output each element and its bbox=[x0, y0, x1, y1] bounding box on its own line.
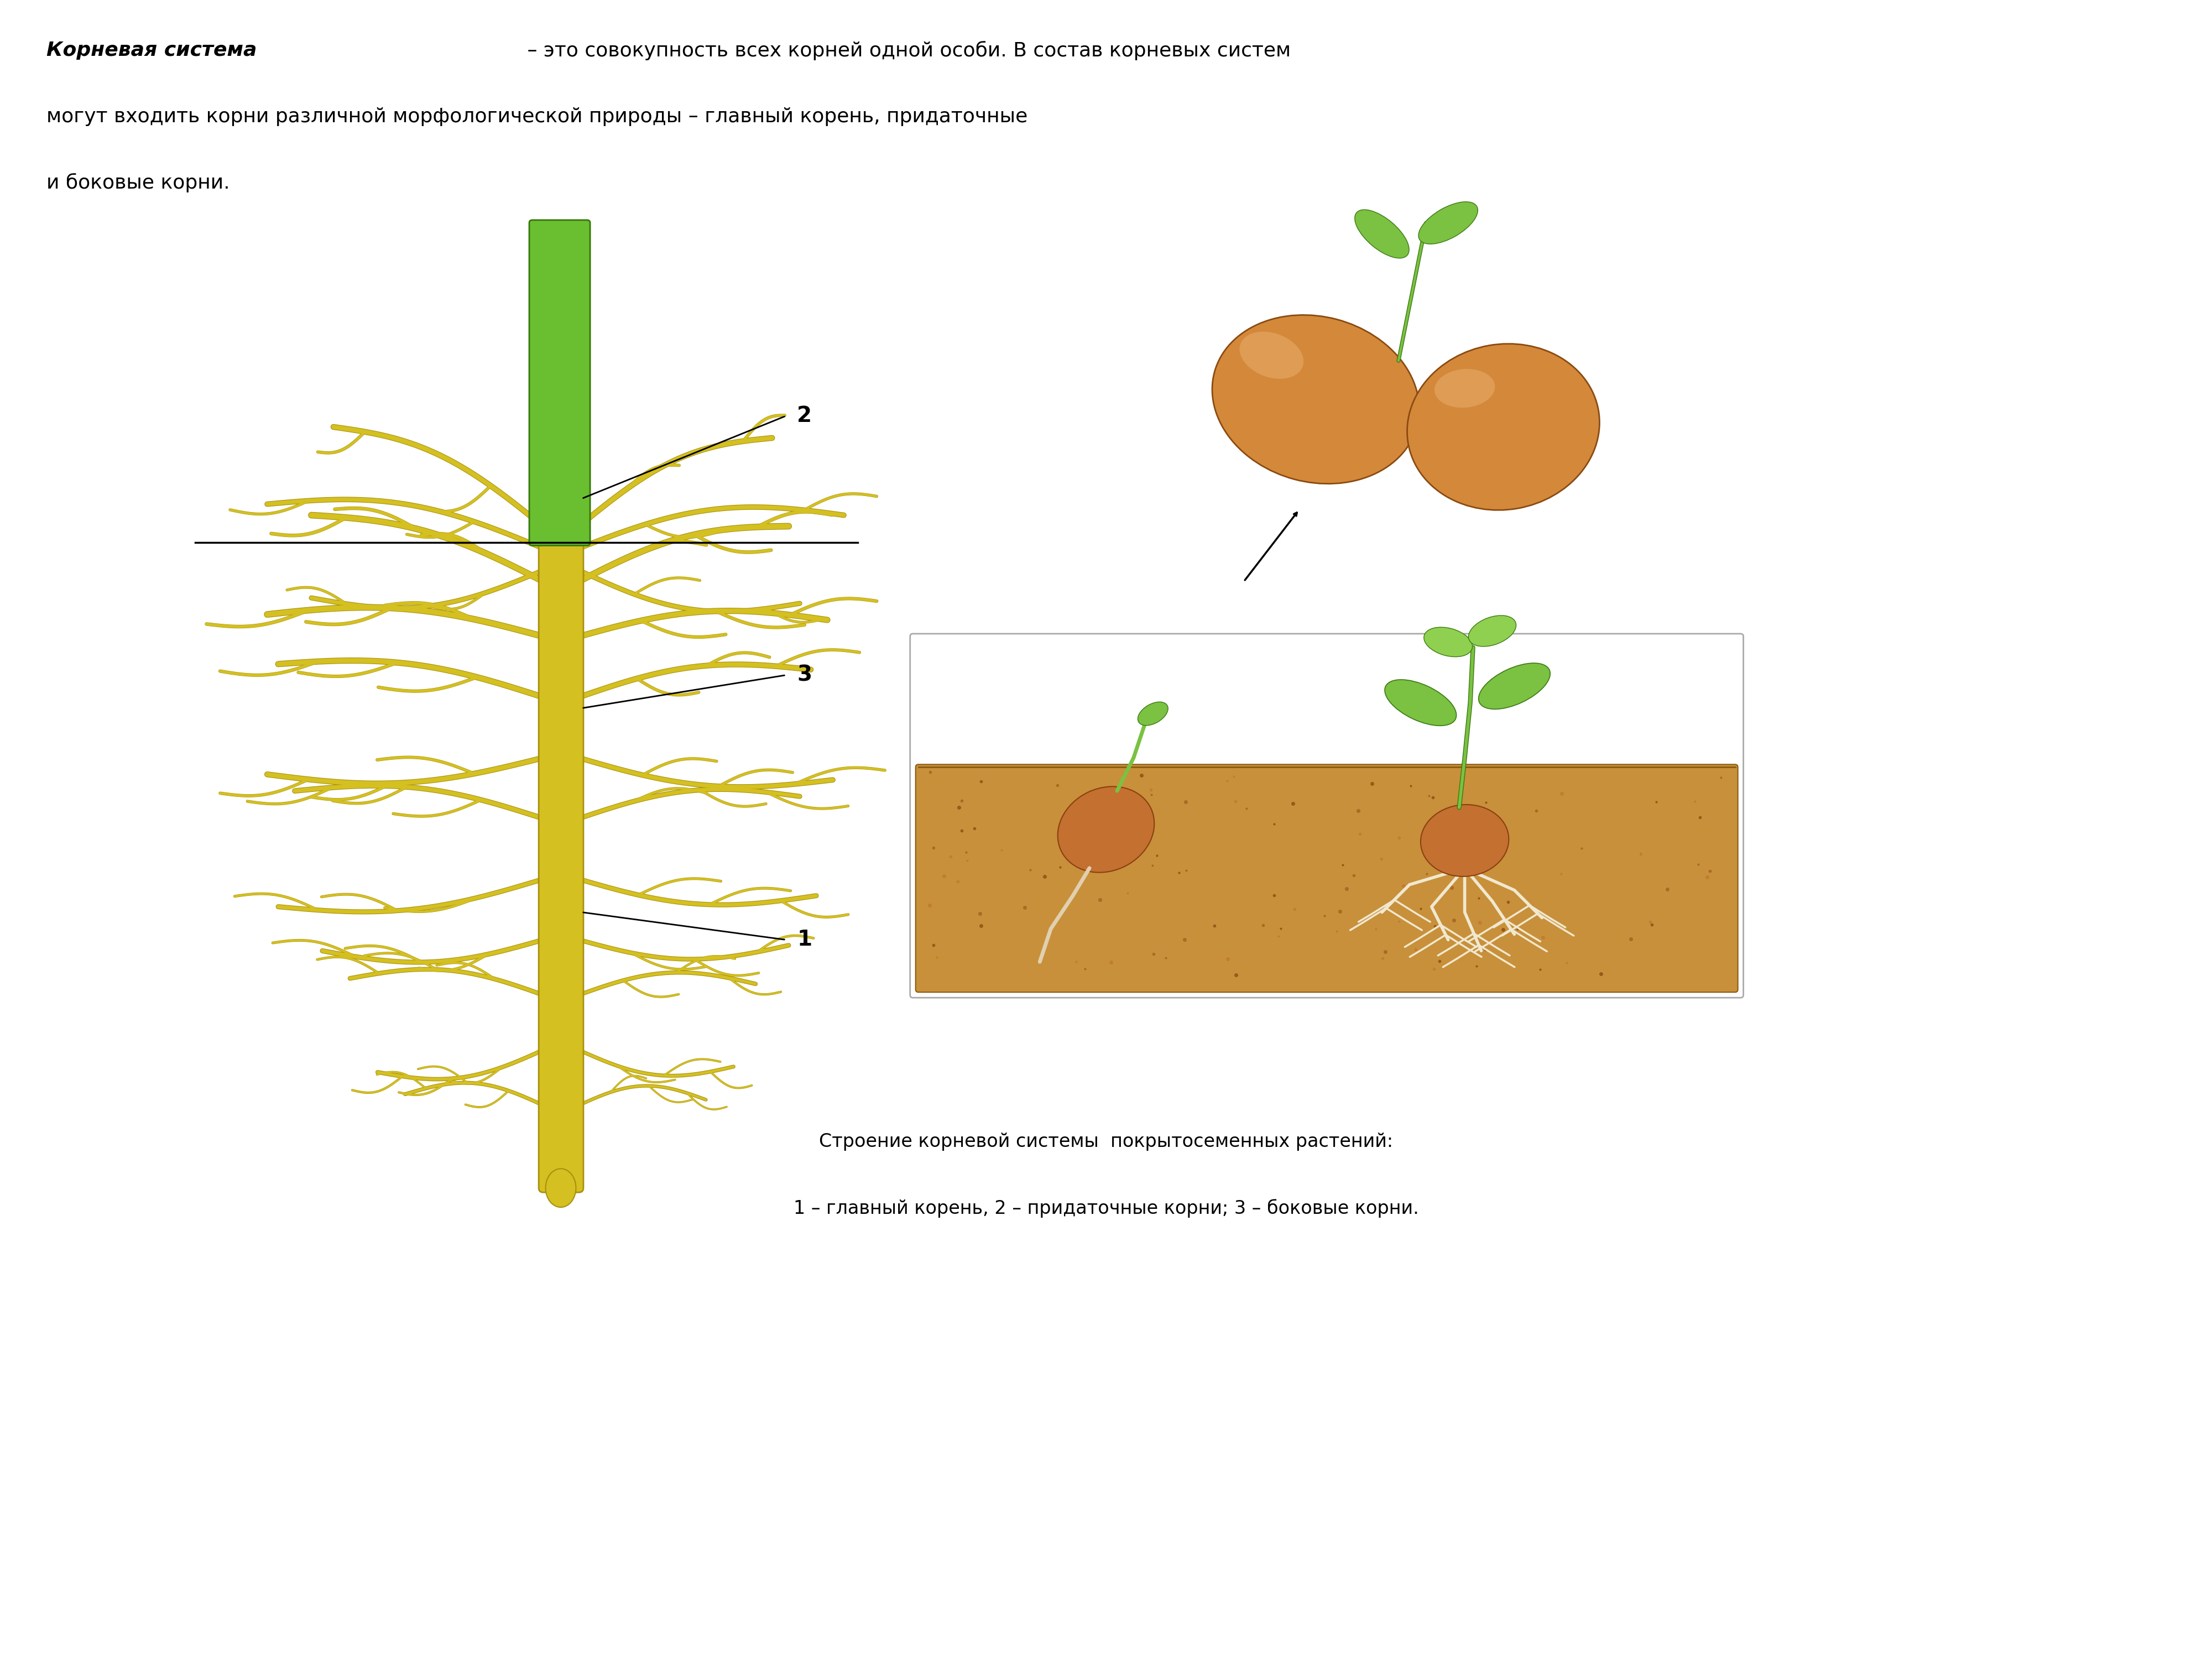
Ellipse shape bbox=[1057, 786, 1155, 873]
Ellipse shape bbox=[1418, 202, 1478, 244]
FancyBboxPatch shape bbox=[916, 765, 1739, 992]
Ellipse shape bbox=[1385, 680, 1455, 725]
FancyBboxPatch shape bbox=[529, 221, 591, 546]
Ellipse shape bbox=[1425, 627, 1473, 657]
Ellipse shape bbox=[1354, 209, 1409, 259]
FancyBboxPatch shape bbox=[529, 221, 591, 546]
Ellipse shape bbox=[546, 1168, 575, 1208]
Text: 3: 3 bbox=[796, 665, 812, 685]
Text: 2: 2 bbox=[796, 405, 812, 426]
Text: Строение корневой системы  покрытосеменных растений:: Строение корневой системы покрытосеменны… bbox=[818, 1133, 1394, 1151]
Ellipse shape bbox=[1478, 664, 1551, 708]
Text: Корневая система: Корневая система bbox=[46, 41, 257, 60]
Ellipse shape bbox=[1407, 343, 1599, 509]
Text: – это совокупность всех корней одной особи. В состав корневых систем: – это совокупность всех корней одной осо… bbox=[522, 41, 1292, 60]
Ellipse shape bbox=[1137, 702, 1168, 725]
Ellipse shape bbox=[1420, 805, 1509, 876]
Ellipse shape bbox=[1239, 332, 1303, 378]
FancyBboxPatch shape bbox=[540, 511, 584, 1193]
Ellipse shape bbox=[1433, 368, 1495, 408]
Text: и боковые корни.: и боковые корни. bbox=[46, 173, 230, 192]
Ellipse shape bbox=[1212, 315, 1420, 484]
Text: могут входить корни различной морфологической природы – главный корень, придаточ: могут входить корни различной морфологич… bbox=[46, 108, 1029, 126]
Text: 1: 1 bbox=[796, 929, 812, 951]
FancyBboxPatch shape bbox=[909, 634, 1743, 997]
Ellipse shape bbox=[1469, 615, 1515, 647]
Text: 1 – главный корень, 2 – придаточные корни; 3 – боковые корни.: 1 – главный корень, 2 – придаточные корн… bbox=[794, 1199, 1418, 1218]
